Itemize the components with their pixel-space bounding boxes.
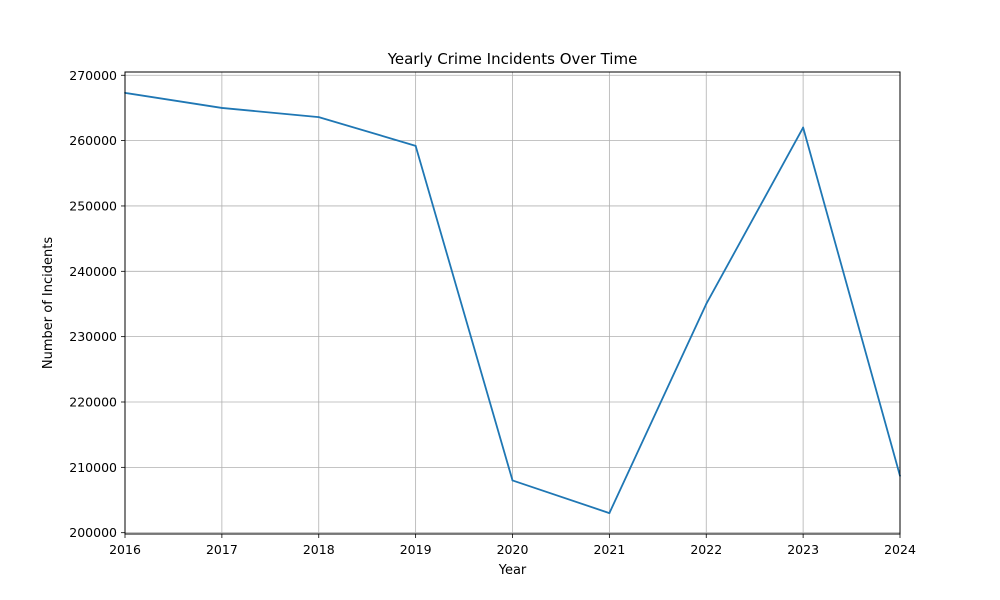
- series-layer: [124, 92, 901, 514]
- grid: [124, 72, 901, 534]
- x-tick-label: 2023: [787, 542, 819, 557]
- x-tick-label: 2019: [400, 542, 432, 557]
- data-point: [608, 512, 611, 514]
- x-tick-label: 2024: [884, 542, 916, 557]
- x-tick-label: 2022: [690, 542, 722, 557]
- x-tick-label: 2017: [206, 542, 238, 557]
- chart-title: Yearly Crime Incidents Over Time: [387, 50, 638, 68]
- y-tick-label: 210000: [69, 460, 117, 475]
- y-tick-label: 220000: [69, 395, 117, 410]
- data-point: [802, 126, 805, 129]
- x-tick-label: 2020: [497, 542, 529, 557]
- y-tick-label: 270000: [69, 68, 117, 83]
- y-tick-label: 260000: [69, 133, 117, 148]
- data-point: [220, 107, 223, 109]
- data-point: [414, 144, 417, 147]
- data-point: [317, 116, 320, 118]
- x-axis-label: Year: [498, 563, 527, 578]
- x-tick-label: 2016: [109, 542, 141, 557]
- y-tick-label: 200000: [69, 525, 117, 540]
- x-axis-ticks: 2016 2017 2018 2019 2020 2021 2022 2023 2024: [109, 534, 916, 557]
- y-tick-label: 240000: [69, 264, 117, 279]
- y-tick-label: 250000: [69, 198, 117, 213]
- y-tick-label: 230000: [69, 329, 117, 344]
- x-tick-label: 2021: [593, 542, 625, 557]
- y-axis-ticks: 200000 210000 220000 230000 240000 250000 2600…: [69, 68, 125, 540]
- data-point: [511, 479, 514, 482]
- x-tick-label: 2018: [303, 542, 335, 557]
- data-point: [705, 303, 708, 305]
- y-axis-label: Number of Incidents: [41, 237, 56, 369]
